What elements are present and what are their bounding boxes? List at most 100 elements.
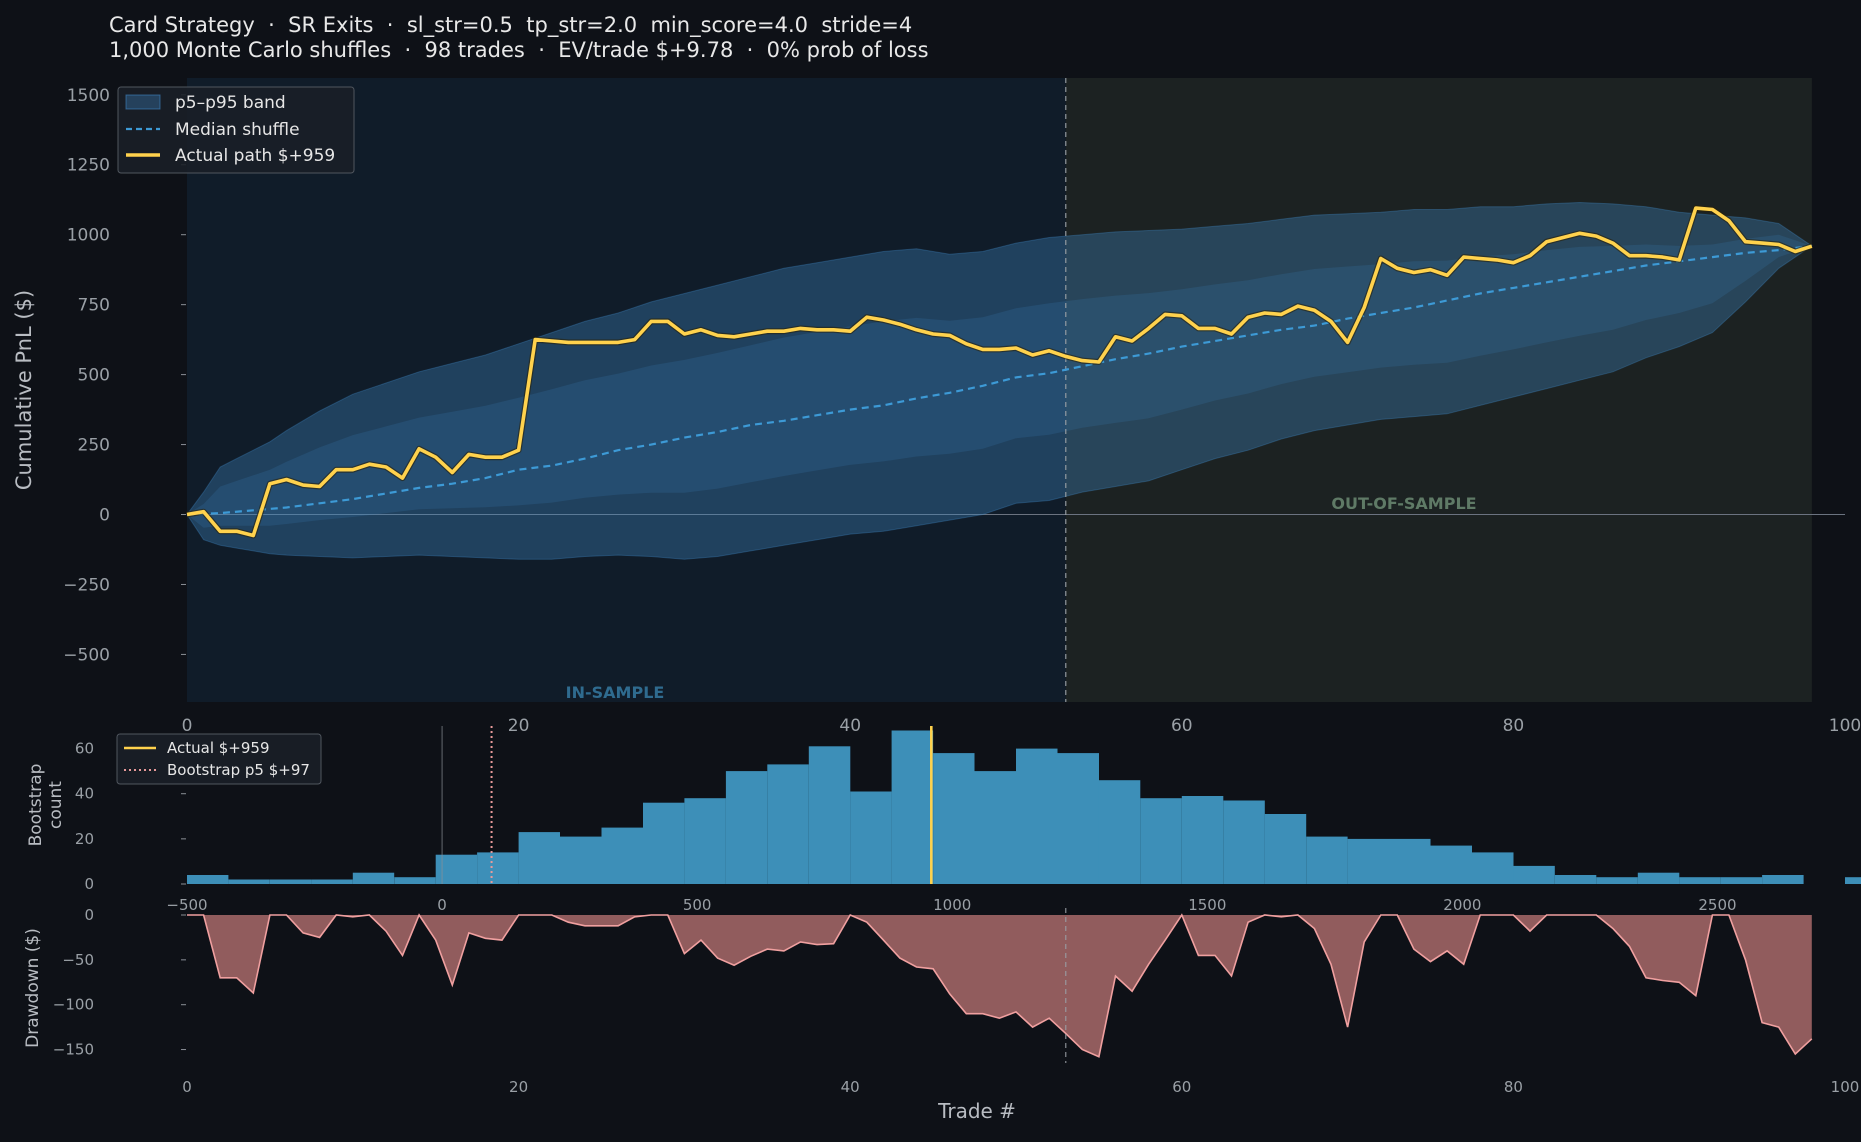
hist-y-tick-label: 40 [75, 785, 94, 803]
x-tick-label: 20 [508, 716, 530, 736]
histogram-bar [974, 771, 1016, 884]
x-tick-label: 100 [1829, 716, 1861, 736]
legend-band-label: p5–p95 band [175, 93, 286, 113]
histogram-bar [311, 879, 353, 884]
hist-x-tick-label: 2500 [1698, 896, 1736, 914]
dd-x-tick-label: 20 [509, 1078, 528, 1096]
dd-x-tick-label: 80 [1504, 1078, 1523, 1096]
histogram-bar [394, 877, 436, 884]
y-tick-label: 1000 [67, 226, 110, 246]
y-tick-label: 1500 [67, 86, 110, 106]
histogram-bar [269, 879, 312, 884]
dd-x-tick-label: 40 [841, 1078, 860, 1096]
dd-x-tick-label: 0 [182, 1078, 192, 1096]
histogram-bar [1845, 877, 1861, 884]
x-tick-label: 0 [182, 716, 193, 736]
y-tick-label: 250 [78, 436, 110, 456]
histogram-bar [1140, 798, 1182, 884]
x-tick-label: 80 [1503, 716, 1525, 736]
dd-y-axis-label: Drawdown ($) [23, 928, 43, 1048]
y-tick-label: 750 [78, 296, 110, 316]
histogram-bar [1181, 796, 1224, 884]
out-of-sample-label: OUT-OF-SAMPLE [1331, 494, 1476, 513]
hist-y-tick-label: 0 [84, 875, 94, 893]
histogram-bar [850, 791, 892, 884]
drawdown-area [187, 915, 1812, 1057]
histogram-bar [1223, 800, 1265, 884]
drawdown-panel: 0 −50 −100 −150 0 20 40 60 80 100 Drawdown ($) Trad… [23, 906, 1859, 1123]
hist-x-tick-label: −500 [166, 896, 207, 914]
out-of-sample-region [1065, 78, 1812, 702]
dd-y-tick-label: −100 [53, 996, 94, 1014]
histogram-bar [1762, 875, 1804, 884]
histogram-bar [1596, 877, 1638, 884]
bootstrap-histogram-panel: 0 20 40 60 −500 0 500 1000 1500 2000 2500 Bootstrap… [26, 726, 1861, 914]
histogram-bar [891, 730, 934, 884]
hist-x-tick-label: 1000 [933, 896, 971, 914]
histogram-bar [228, 879, 270, 884]
chart-subtitle: 1,000 Monte Carlo shuffles · 98 trades ·… [109, 38, 929, 62]
legend-box [117, 86, 355, 174]
in-sample-region [187, 78, 1066, 702]
histogram-bar [767, 764, 809, 884]
hist-y-axis-label-line1: Bootstrap [26, 764, 46, 847]
y-tick-label: 0 [99, 506, 110, 526]
hist-legend-actual-label: Actual $+959 [167, 739, 270, 757]
hist-y-tick-label: 60 [75, 740, 94, 758]
y-tick-label: −250 [63, 575, 110, 595]
histogram-bar [1347, 838, 1390, 884]
histogram-bar [1389, 838, 1431, 884]
histogram-bar [1306, 836, 1348, 884]
in-sample-label: IN-SAMPLE [566, 683, 665, 702]
legend-median-label: Median shuffle [175, 120, 300, 140]
histogram-bar [518, 832, 560, 884]
hist-y-tick-label: 20 [75, 830, 94, 848]
legend-actual-label: Actual path $+959 [175, 146, 335, 166]
histogram-bar [560, 836, 602, 884]
histogram-bar [435, 854, 478, 884]
histogram-bar [643, 802, 685, 884]
y-tick-label: 500 [78, 366, 110, 386]
cumulative-pnl-panel: IN-SAMPLE OUT-OF-SAMPLE −500 −250 0 250 500 750… [12, 78, 1861, 736]
chart-title: Card Strategy · SR Exits · sl_str=0.5 tp… [109, 13, 912, 38]
histogram-bar [933, 753, 975, 884]
y-tick-label: 1250 [67, 156, 110, 176]
actual-path-line [186, 206, 1813, 538]
x-tick-label: 40 [839, 716, 861, 736]
drawdown-line [187, 913, 1813, 1058]
histogram-bar [725, 771, 768, 884]
hist-x-tick-label: 1500 [1188, 896, 1226, 914]
hist-legend-box [116, 733, 322, 785]
histogram-bar [1264, 814, 1307, 884]
legend-band-swatch [125, 94, 161, 110]
histogram-bar [1513, 865, 1555, 884]
histogram-bar [1098, 780, 1141, 884]
dd-x-tick-label: 100 [1831, 1078, 1860, 1096]
histogram-bar [684, 798, 726, 884]
dd-x-tick-label: 60 [1172, 1078, 1191, 1096]
histogram-bar [1016, 748, 1058, 884]
histogram-bar [1637, 872, 1680, 884]
y-tick-label: −500 [63, 645, 110, 665]
histogram-bar [1720, 877, 1763, 884]
dd-y-tick-label: −150 [53, 1041, 94, 1059]
histogram-bar [1430, 845, 1472, 884]
hist-y-axis-label-line2: count [46, 781, 66, 829]
hist-x-tick-label: 0 [437, 896, 447, 914]
hist-legend-p5-label: Bootstrap p5 $+97 [167, 761, 310, 779]
hist-x-tick-label: 500 [683, 896, 712, 914]
y-axis-label: Cumulative PnL ($) [12, 290, 36, 490]
x-tick-label: 60 [1171, 716, 1193, 736]
histogram-bar [352, 872, 395, 884]
histogram-bar [1057, 753, 1099, 884]
dd-y-tick-label: 0 [84, 906, 94, 924]
histogram-bar [808, 746, 851, 884]
hist-x-tick-label: 2000 [1443, 896, 1481, 914]
histogram-bar [1554, 875, 1597, 884]
x-axis-label: Trade # [937, 1099, 1016, 1123]
histogram-bar [1472, 852, 1514, 884]
histogram-bar [1679, 877, 1721, 884]
histogram-bar [601, 827, 643, 884]
